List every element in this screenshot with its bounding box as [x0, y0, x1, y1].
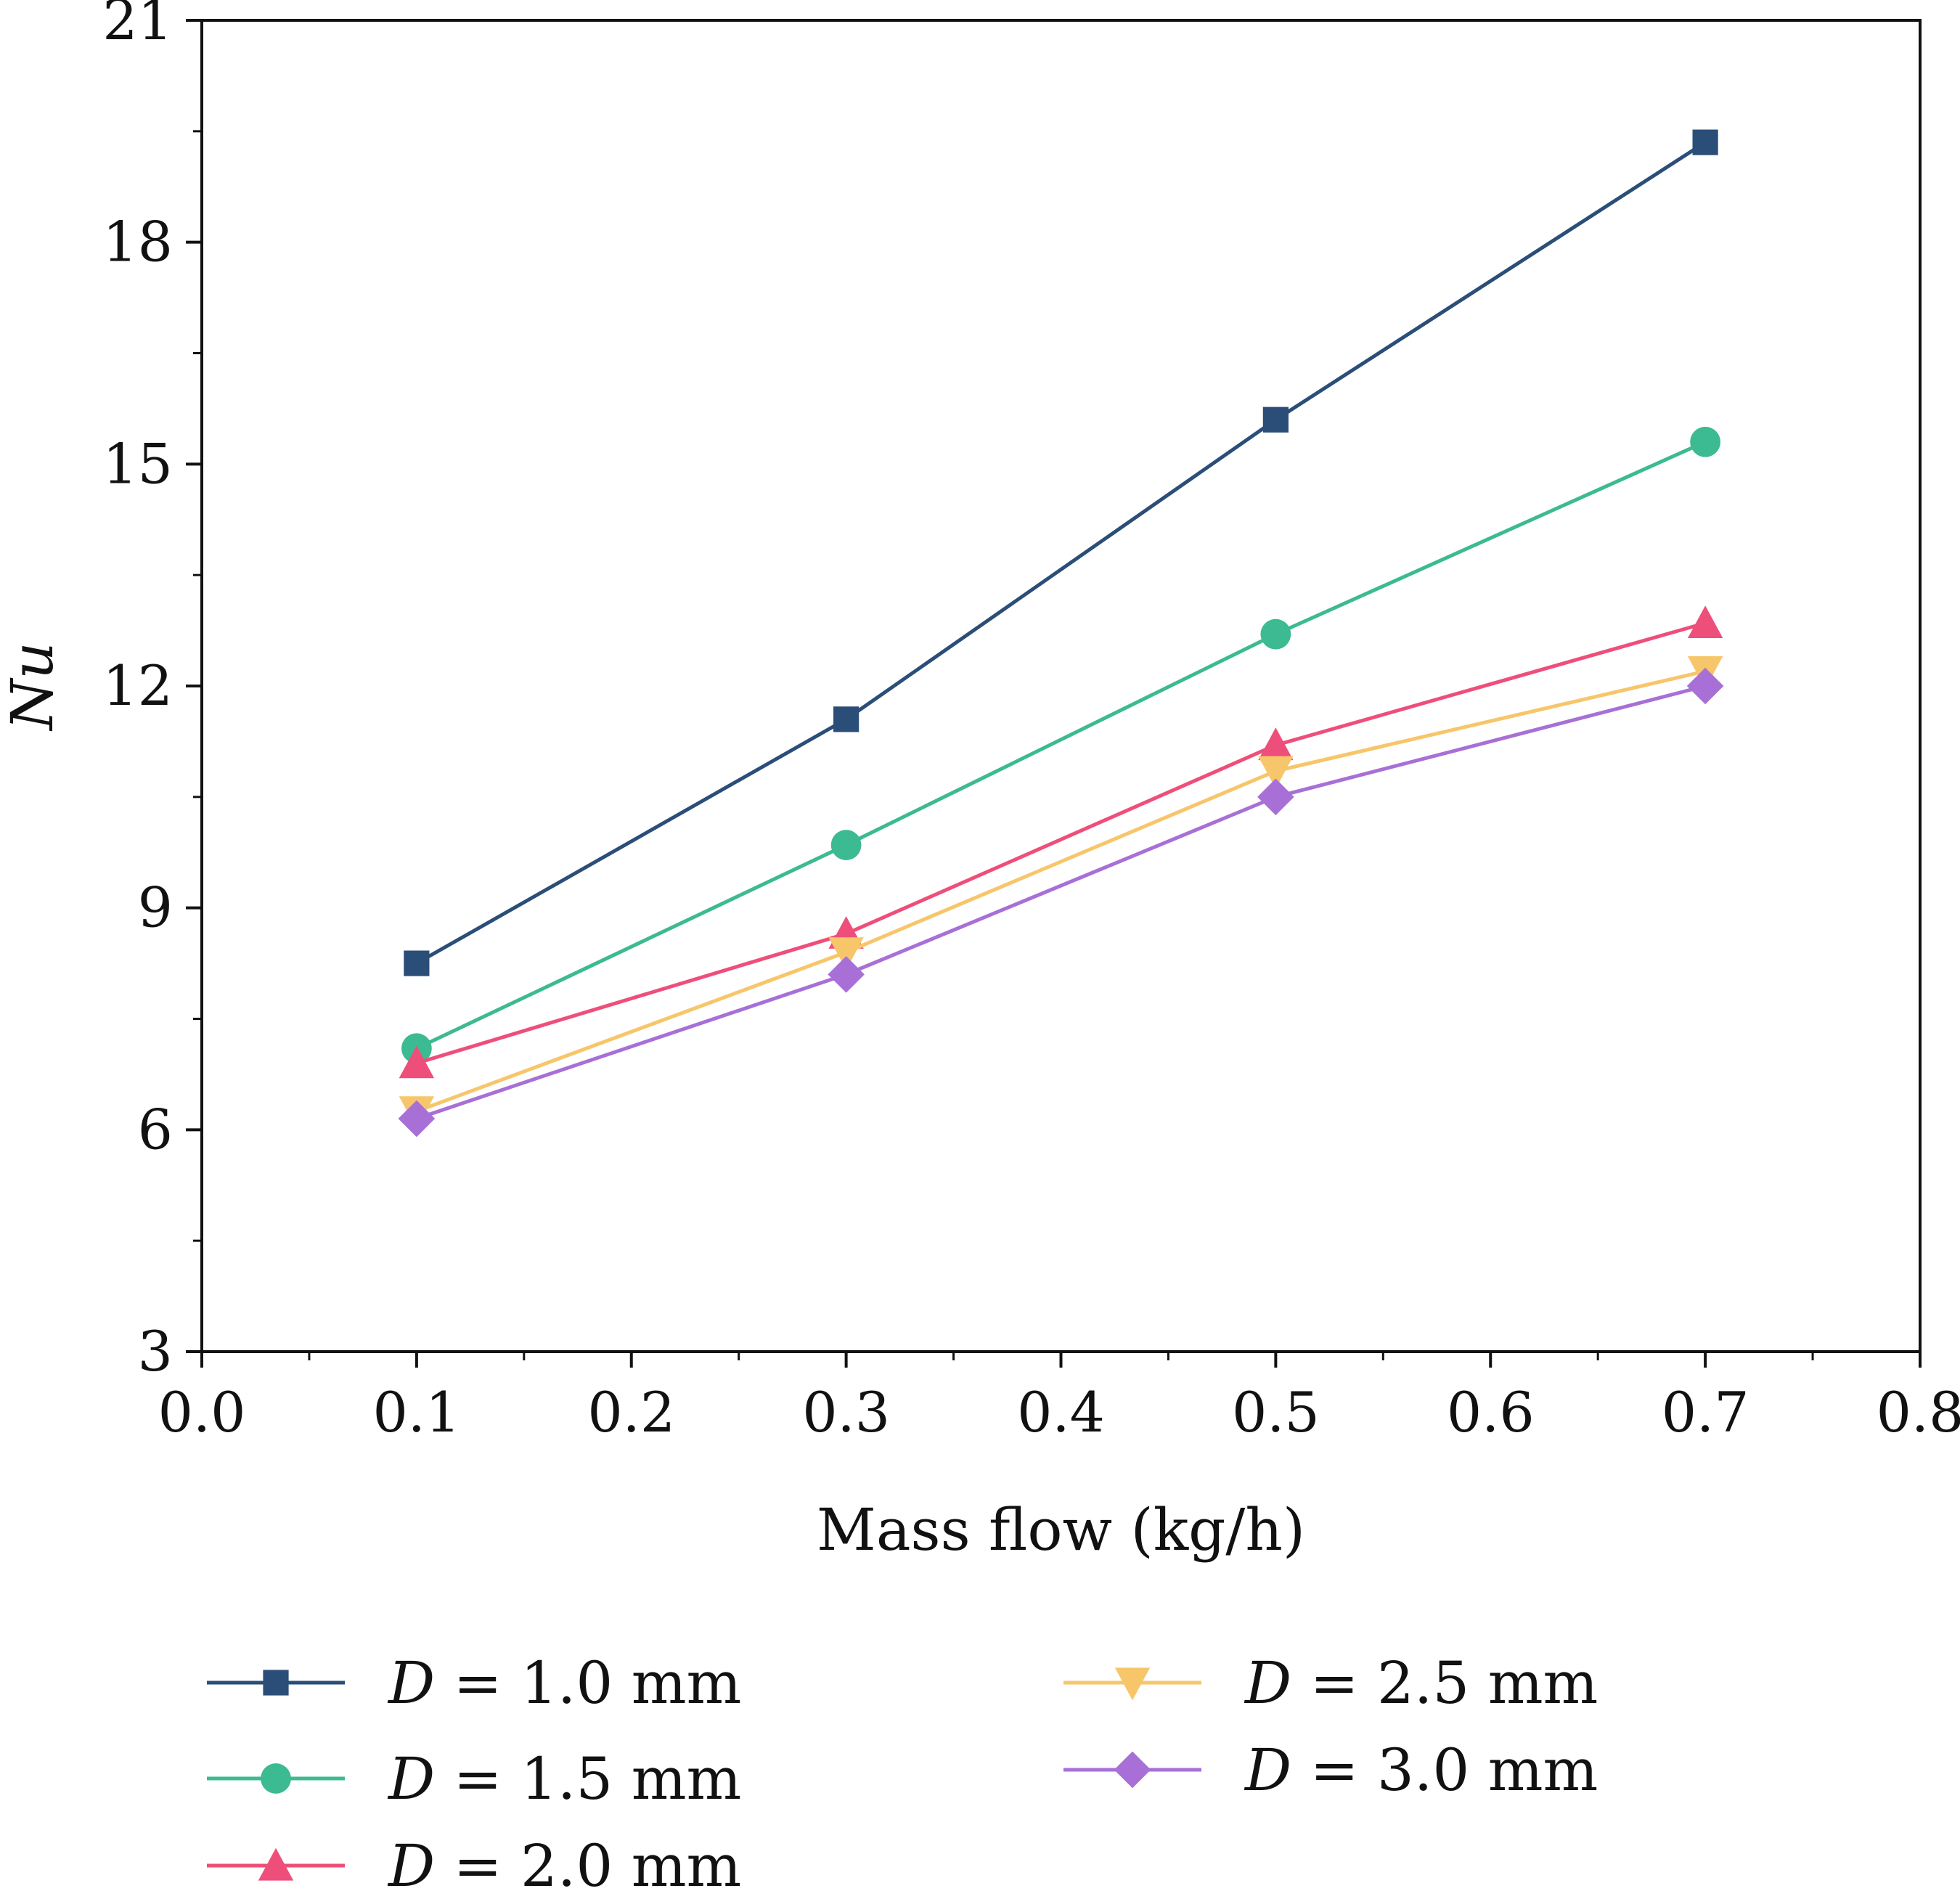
data-point — [1690, 426, 1721, 457]
legend-label: D = 2.0 mm — [387, 1832, 741, 1887]
data-point — [399, 1045, 435, 1079]
data-point — [1687, 605, 1723, 638]
legend-marker — [1114, 1751, 1151, 1789]
series-line — [416, 684, 1706, 1121]
x-tick-label: 0.7 — [1662, 1380, 1749, 1445]
legend-item-2: D = 1.5 mm — [207, 1745, 741, 1813]
plot-series — [398, 129, 1724, 1138]
y-tick-label: 12 — [102, 653, 173, 718]
axes: 0.0 0.1 0.2 0.3 0.4 0.5 0.6 0.7 0.8 3 6 9 12 15 18 21 Ma… — [0, 0, 1960, 1564]
y-axis-title: Nu — [0, 642, 66, 732]
series-line — [416, 621, 1706, 1066]
series-2 — [401, 426, 1721, 1064]
data-point — [1692, 129, 1718, 155]
legend-item-1: D = 1.0 mm — [207, 1649, 741, 1717]
data-point — [833, 706, 859, 732]
legend-marker — [1114, 1667, 1151, 1701]
data-point — [828, 937, 864, 970]
legend: D = 1.0 mm D = 1.5 mm D = 2.0 mm D = 2.5 mm… — [207, 1649, 1598, 1891]
x-tick-label: 0.4 — [1017, 1380, 1105, 1445]
data-point — [1260, 618, 1291, 650]
legend-label: D = 2.5 mm — [1244, 1649, 1598, 1717]
legend-marker — [261, 1763, 291, 1794]
y-tick-label: 21 — [102, 0, 173, 52]
data-point — [830, 830, 862, 860]
legend-item-5: D = 3.0 mm — [1063, 1736, 1598, 1804]
data-point — [1258, 727, 1294, 761]
legend-label: D = 3.0 mm — [1244, 1736, 1598, 1804]
data-point — [1262, 407, 1289, 433]
data-point — [828, 956, 865, 993]
y-tick-label: 9 — [138, 875, 173, 940]
data-point — [1686, 667, 1724, 705]
x-tick-label: 0.8 — [1877, 1380, 1960, 1445]
legend-marker — [258, 1847, 294, 1881]
series-5 — [398, 667, 1724, 1138]
plot-frame — [200, 19, 1922, 1353]
x-tick-label: 0.3 — [802, 1380, 890, 1445]
legend-item-3: D = 2.0 mm — [207, 1832, 741, 1891]
legend-label: D = 1.5 mm — [387, 1745, 741, 1813]
legend-item-4: D = 2.5 mm — [1063, 1649, 1598, 1717]
x-tick-label: 0.0 — [158, 1380, 246, 1445]
x-tick-label: 0.6 — [1447, 1380, 1535, 1445]
x-tick-label: 0.1 — [372, 1380, 460, 1445]
series-line — [415, 440, 1707, 1050]
data-point — [404, 950, 430, 976]
data-point — [398, 1100, 436, 1138]
x-tick-label: 0.2 — [587, 1380, 675, 1445]
x-axis-title: Mass flow (kg/h) — [817, 1496, 1305, 1564]
y-tick-label: 15 — [102, 431, 173, 496]
x-tick-label: 0.5 — [1232, 1380, 1320, 1445]
y-tick-label: 18 — [102, 210, 173, 274]
y-tick-label: 6 — [138, 1097, 173, 1161]
series-3 — [399, 605, 1723, 1079]
data-point — [1258, 756, 1294, 789]
legend-marker — [263, 1670, 289, 1696]
series-1 — [404, 129, 1718, 976]
series-line — [415, 141, 1707, 965]
data-point — [1257, 778, 1294, 816]
legend-label: D = 1.0 mm — [387, 1649, 741, 1717]
y-tick-label: 3 — [138, 1319, 173, 1384]
series-line — [416, 669, 1706, 1114]
